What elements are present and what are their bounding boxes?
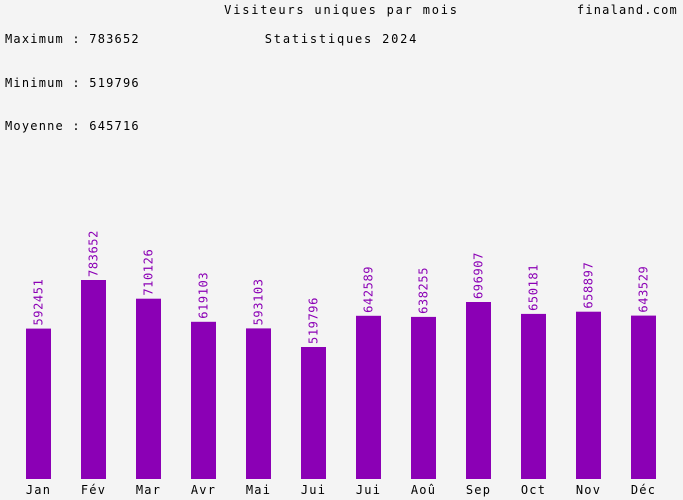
bar-2 xyxy=(136,298,161,479)
bar-6 xyxy=(356,315,381,479)
stat-maximum-value: 783652 xyxy=(89,32,140,46)
bar-value-label-8: 696907 xyxy=(472,252,486,299)
bar-8 xyxy=(466,302,491,479)
x-tick-label-11: Déc xyxy=(631,483,656,497)
stat-average-label: Moyenne xyxy=(5,119,64,133)
x-tick-label-3: Avr xyxy=(191,483,216,497)
x-tick-label-0: Jan xyxy=(26,483,51,497)
stat-minimum-value: 519796 xyxy=(89,75,140,90)
bar-0 xyxy=(26,328,51,479)
x-tick-label-6: Jui xyxy=(356,483,381,497)
chart-subtitle: Statistiques 2024 xyxy=(264,32,419,46)
site-name: finaland.com xyxy=(576,3,678,17)
x-tick-label-8: Sep xyxy=(466,483,491,497)
stat-minimum-label: Minimum xyxy=(5,75,64,90)
bar-4 xyxy=(246,328,271,479)
x-tick-label-9: Oct xyxy=(521,483,546,497)
x-tick-label-4: Mai xyxy=(246,483,271,497)
bar-value-label-5: 519796 xyxy=(307,297,321,344)
bar-9 xyxy=(521,313,546,479)
summary-stats: Maximum : 783652 Minimum : 519796 Moyenn… xyxy=(5,3,140,148)
bar-value-label-7: 638255 xyxy=(417,267,431,314)
bar-value-label-1: 783652 xyxy=(87,230,101,277)
stat-maximum: Maximum : 783652 xyxy=(5,32,140,46)
bar-value-label-2: 710126 xyxy=(142,249,156,296)
bar-value-label-10: 658897 xyxy=(582,262,596,309)
stat-maximum-label: Maximum xyxy=(5,32,64,46)
stat-average-value: 645716 xyxy=(89,119,140,133)
x-tick-label-7: Aoû xyxy=(411,483,436,497)
bar-value-label-4: 593103 xyxy=(252,278,266,325)
x-tick-label-10: Nov xyxy=(576,483,601,497)
bar-10 xyxy=(576,311,601,479)
x-tick-label-5: Jui xyxy=(301,483,326,497)
bar-value-label-3: 619103 xyxy=(197,272,211,319)
bar-5 xyxy=(301,347,326,479)
x-tick-label-2: Mar xyxy=(136,483,161,497)
chart-title: Visiteurs uniques par mois xyxy=(224,3,459,17)
bar-11 xyxy=(631,315,656,479)
stat-minimum: Minimum : 519796 xyxy=(5,75,140,90)
bar-value-label-9: 650181 xyxy=(527,264,541,311)
bar-value-label-0: 592451 xyxy=(32,279,46,326)
bar-1 xyxy=(81,280,106,479)
stat-average: Moyenne : 645716 xyxy=(5,119,140,133)
x-tick-label-1: Fév xyxy=(81,483,106,497)
bar-value-label-6: 642589 xyxy=(362,266,376,313)
bar-3 xyxy=(191,321,216,479)
bar-7 xyxy=(411,316,436,479)
bar-value-label-11: 643529 xyxy=(637,266,651,313)
